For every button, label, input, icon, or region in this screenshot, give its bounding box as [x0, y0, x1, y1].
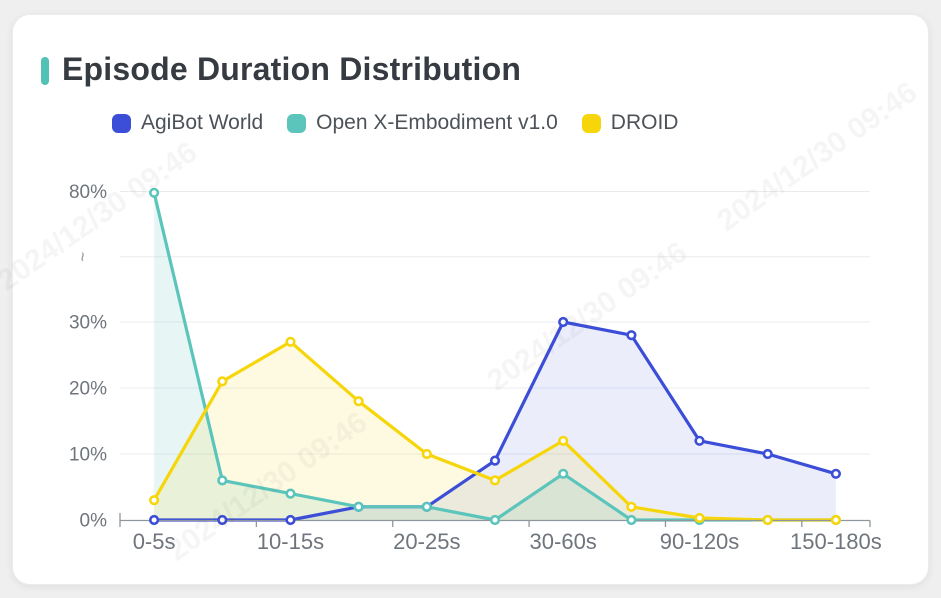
data-point	[421, 448, 432, 460]
legend-swatch-open-x-embodiment-v1-0	[287, 113, 307, 133]
legend-item-droid[interactable]: DROID	[581, 111, 679, 135]
y-tick-label: 20%	[69, 379, 107, 400]
data-point	[830, 468, 842, 479]
area-1	[154, 192, 836, 521]
data-point	[762, 448, 773, 460]
chart-legend: AgiBot World Open X-Embodiment v1.0 DROID	[112, 111, 678, 135]
legend-item-agibot-world[interactable]: AgiBot World	[112, 111, 263, 135]
legend-swatch-agibot-world	[112, 113, 131, 133]
data-point	[149, 514, 160, 526]
data-point	[149, 495, 160, 506]
data-point	[217, 514, 228, 526]
y-tick-label: 0%	[80, 511, 108, 532]
data-point	[421, 501, 432, 512]
legend-label: Open X-Embodiment v1.0	[316, 111, 558, 134]
y-tick-label: 10%	[69, 445, 107, 466]
x-axis-labels: 0-5s 10-15s 20-25s 30-60s 90-120s 150-180s	[133, 529, 882, 554]
page-title: Episode Duration Distribution	[62, 51, 522, 87]
data-point	[285, 336, 296, 347]
data-point	[626, 514, 637, 526]
data-point	[149, 187, 160, 198]
series-markers	[149, 187, 842, 526]
y-tick-label: 80%	[69, 182, 107, 203]
data-point	[694, 435, 705, 446]
x-tick-label: 0-5s	[133, 529, 176, 554]
x-tick-label: 10-15s	[257, 529, 324, 554]
data-point	[489, 514, 501, 526]
area-0	[154, 322, 836, 520]
legend-item-open-x-embodiment-v1-0[interactable]: Open X-Embodiment v1.0	[287, 111, 558, 135]
y-axis-break-label: ~	[73, 252, 92, 262]
data-point	[694, 512, 705, 524]
area-2	[154, 341, 836, 520]
data-point	[353, 501, 364, 512]
data-point	[558, 316, 569, 328]
series-areas	[154, 192, 836, 521]
title-accent-bar	[41, 57, 49, 85]
data-point	[353, 396, 364, 407]
legend-label: DROID	[610, 111, 679, 134]
data-point	[830, 514, 842, 526]
x-tick-label: 150-180s	[790, 529, 882, 554]
x-tick-label: 30-60s	[530, 529, 597, 554]
data-point	[626, 330, 637, 341]
data-point	[558, 435, 569, 446]
data-point	[217, 376, 228, 387]
data-point	[217, 475, 228, 486]
data-point	[558, 468, 569, 479]
legend-swatch-droid	[581, 113, 601, 133]
chart-card	[12, 14, 929, 585]
x-tick-label: 20-25s	[393, 529, 460, 554]
data-point	[489, 475, 501, 486]
data-point	[285, 488, 296, 499]
y-tick-label: 30%	[69, 313, 107, 334]
y-axis-labels: 0% 10% 20% 30% ~80%	[69, 182, 107, 532]
data-point	[285, 514, 296, 526]
data-point	[762, 514, 773, 526]
data-point	[489, 455, 501, 466]
x-tick-label: 90-120s	[660, 529, 740, 554]
gridlines	[120, 191, 870, 455]
legend-label: AgiBot World	[141, 111, 264, 134]
data-point	[626, 501, 637, 512]
